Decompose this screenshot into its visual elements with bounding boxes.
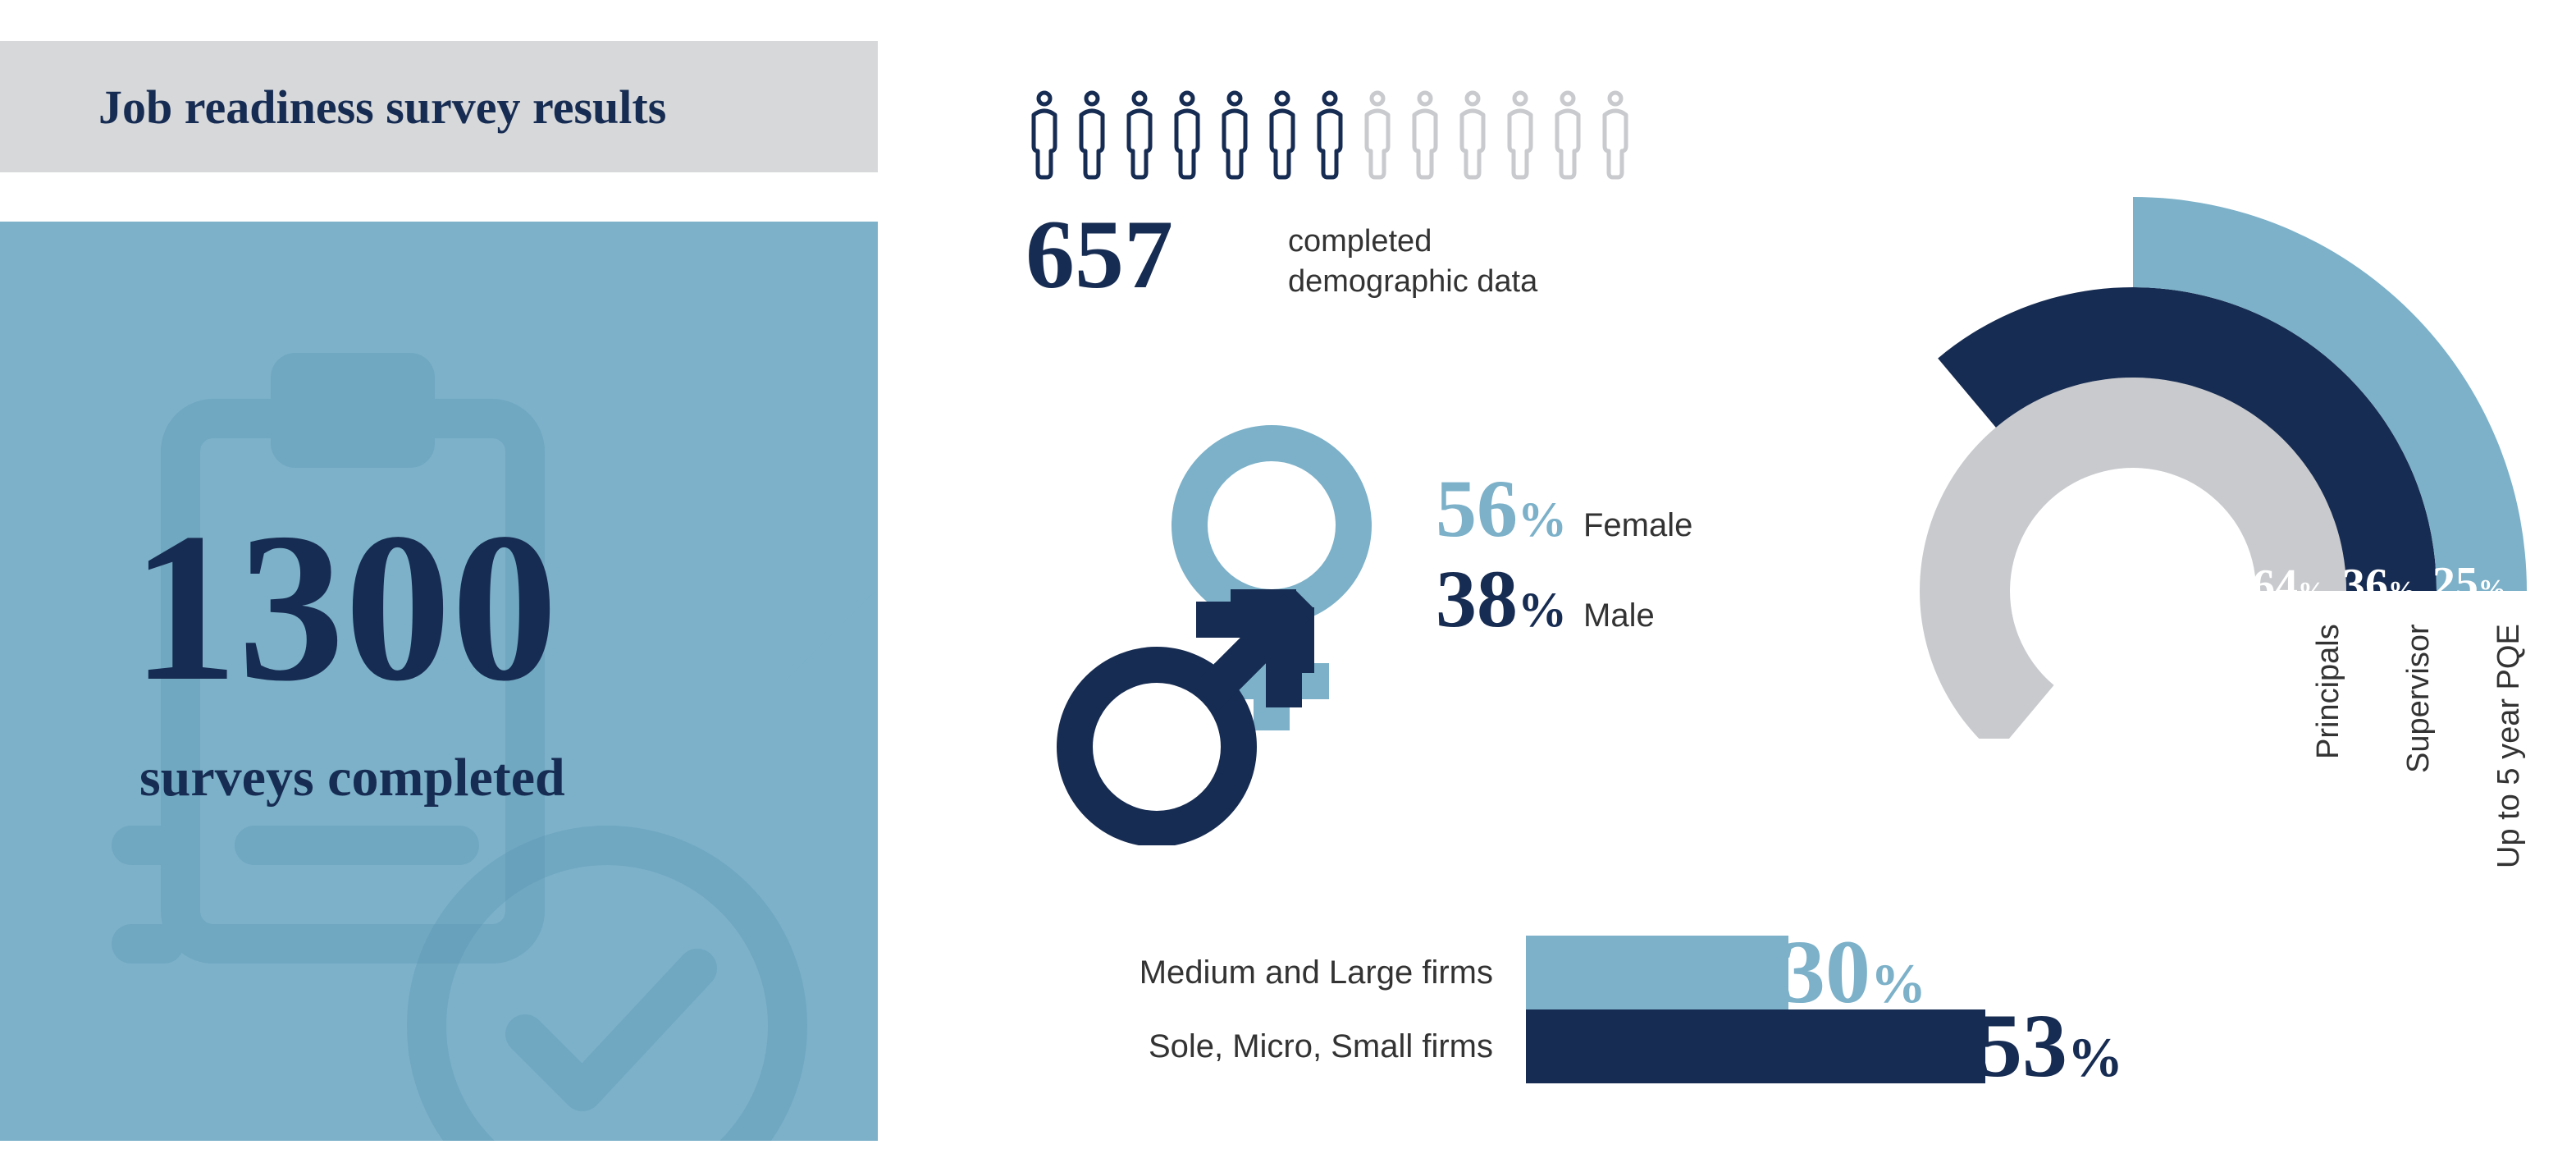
gender-stats: 56% Female 38% Male xyxy=(1436,468,1692,648)
person-icon xyxy=(1549,90,1587,181)
hero-subtitle: surveys completed xyxy=(139,747,565,809)
person-icon xyxy=(1454,90,1491,181)
demographic-number: 657 xyxy=(1025,205,1173,304)
radial-label: Principals xyxy=(2311,624,2346,759)
radial-label: Up to 5 year PQE xyxy=(2492,624,2527,868)
bar-label: Sole, Micro, Small firms xyxy=(1083,1028,1526,1065)
male-pct: 38% xyxy=(1436,558,1567,640)
female-label: Female xyxy=(1583,507,1692,544)
bar-label: Medium and Large firms xyxy=(1083,954,1526,991)
person-icon xyxy=(1406,90,1444,181)
female-pct: 56% xyxy=(1436,468,1567,550)
firms-bar-chart: Medium and Large firms 30% Sole, Micro, … xyxy=(1083,936,2123,1083)
title-bar: Job readiness survey results xyxy=(0,41,878,172)
radial-pct: 36% xyxy=(2342,559,2416,611)
person-icon xyxy=(1025,90,1063,181)
hero-panel: 1300 surveys completed xyxy=(0,222,878,1141)
radial-chart: 64%36%25% PrincipalsSupervisorUp to 5 ye… xyxy=(1838,66,2551,739)
demographic-label: completed demographic data xyxy=(1288,222,1537,303)
page-title: Job readiness survey results xyxy=(98,80,666,135)
radial-pct: 64% xyxy=(2252,560,2326,612)
person-icon xyxy=(1311,90,1349,181)
radial-pct: 25% xyxy=(2432,557,2506,610)
radial-svg xyxy=(1838,66,2551,739)
male-label: Male xyxy=(1583,597,1655,634)
person-icon xyxy=(1596,90,1634,181)
gender-icon xyxy=(1050,419,1395,845)
radial-label: Supervisor xyxy=(2401,624,2437,773)
person-icon xyxy=(1501,90,1539,181)
bar-value: 30% xyxy=(1780,934,1926,1011)
people-pictogram-row xyxy=(1025,90,1634,181)
person-icon xyxy=(1121,90,1158,181)
person-icon xyxy=(1263,90,1301,181)
bar-rect xyxy=(1526,1009,1985,1083)
person-icon xyxy=(1359,90,1396,181)
person-icon xyxy=(1073,90,1111,181)
bar-row-sole-micro-small: Sole, Micro, Small firms 53% xyxy=(1083,1009,2123,1083)
male-stat: 38% Male xyxy=(1436,558,1692,640)
bar-value: 53% xyxy=(1977,1008,2123,1085)
person-icon xyxy=(1168,90,1206,181)
checkmark-circle-icon xyxy=(394,813,820,1141)
hero-number: 1300 xyxy=(131,501,558,714)
female-stat: 56% Female xyxy=(1436,468,1692,550)
person-icon xyxy=(1216,90,1254,181)
bar-rect xyxy=(1526,936,1788,1009)
bar-row-medium-large: Medium and Large firms 30% xyxy=(1083,936,2123,1009)
